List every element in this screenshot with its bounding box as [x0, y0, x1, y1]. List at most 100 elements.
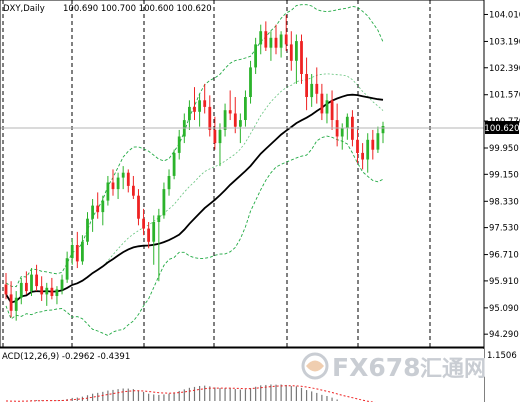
candle-body — [228, 110, 232, 114]
candle — [249, 60, 252, 104]
candle — [320, 83, 324, 121]
candle — [126, 169, 130, 193]
watermark: FX678 汇通网 — [301, 352, 486, 382]
candle-body — [147, 228, 150, 242]
candle-body — [101, 200, 105, 213]
candle-body — [70, 245, 74, 259]
candle — [25, 271, 28, 295]
candle-body — [244, 97, 247, 120]
candle-body — [81, 241, 84, 262]
candle — [86, 212, 89, 246]
candle-body — [35, 274, 38, 287]
candle-body — [345, 116, 349, 129]
candle-body — [213, 129, 217, 144]
candle-body — [126, 172, 130, 186]
candle-body — [142, 218, 145, 229]
candle-body — [269, 37, 273, 48]
candle-body — [30, 274, 33, 291]
candle — [157, 208, 161, 282]
candle — [35, 264, 38, 292]
candle-body — [330, 100, 334, 120]
candle — [244, 90, 247, 127]
candle-body — [162, 189, 166, 216]
candle-body — [300, 41, 303, 74]
candle — [264, 21, 268, 51]
candle-body — [50, 287, 54, 296]
price-axis-tick-label: 104.010 — [489, 10, 520, 20]
price-axis-tick-label: 99.950 — [489, 144, 519, 154]
candle-body — [264, 31, 268, 48]
candle-body — [223, 110, 227, 130]
watermark-cjk: 汇通网 — [420, 357, 486, 382]
candle-body — [65, 258, 69, 280]
candle — [167, 169, 171, 196]
candle — [203, 83, 207, 114]
candle — [121, 166, 125, 190]
price-axis-tick-label: 96.710 — [489, 251, 519, 261]
candle — [45, 282, 49, 306]
symbol-label: DXY,Daily — [3, 4, 45, 14]
candle — [345, 113, 349, 140]
candle — [361, 143, 364, 170]
price-axis-tick-label: 102.390 — [489, 64, 520, 74]
candle-body — [203, 100, 207, 107]
candle — [325, 93, 329, 124]
candle — [4, 272, 8, 300]
candle — [60, 274, 64, 295]
candle-body — [361, 152, 364, 160]
candle — [111, 169, 115, 196]
candle-body — [381, 126, 385, 134]
candle — [289, 31, 293, 71]
candle-body — [208, 106, 212, 130]
candle-body — [75, 245, 79, 262]
candle — [50, 277, 54, 300]
candle-body — [233, 113, 237, 127]
candle-body — [19, 282, 23, 298]
price-axis-tick-label: 95.090 — [489, 304, 519, 314]
candle-body — [366, 139, 370, 160]
candle — [106, 175, 110, 206]
bollinger-bands — [5, 4, 384, 337]
candle — [116, 172, 120, 199]
moving-average-line — [5, 93, 384, 304]
candle-body — [157, 215, 161, 222]
last-price-label: 100.620 — [484, 124, 519, 134]
candle — [188, 100, 191, 130]
candle — [284, 14, 288, 51]
candle-body — [172, 152, 176, 176]
candle — [172, 149, 176, 180]
candle — [300, 34, 303, 84]
candle-body — [274, 37, 278, 48]
candle — [233, 97, 237, 134]
candle — [269, 31, 273, 61]
candle — [81, 235, 84, 265]
candle-body — [96, 205, 100, 213]
candle-body — [320, 93, 324, 114]
candle-body — [193, 106, 196, 112]
candle-body — [137, 195, 140, 219]
candle-body — [188, 106, 191, 121]
candle — [381, 121, 385, 144]
candle-body — [91, 205, 94, 219]
indicator-pane — [0, 349, 484, 402]
candle-body — [167, 176, 171, 190]
candle — [208, 95, 212, 137]
candle-body — [121, 172, 125, 178]
candle-body — [45, 287, 49, 295]
watermark-latin: FX678 — [332, 353, 421, 382]
candlestick-series — [4, 14, 385, 321]
candle — [254, 37, 257, 75]
candle-body — [111, 182, 115, 190]
candle-body — [106, 182, 110, 201]
middle-band-line — [5, 73, 384, 304]
candle-body — [254, 44, 257, 68]
last-price-box — [485, 121, 519, 134]
indicator-label: ACD(12,26,9) -0.2962 -0.4391 — [2, 352, 130, 362]
moving-average-path — [5, 93, 384, 304]
upper-band-line — [5, 4, 384, 288]
candle-body — [198, 100, 201, 112]
candle-body — [132, 185, 135, 196]
candle — [274, 24, 278, 55]
candle — [19, 277, 23, 305]
